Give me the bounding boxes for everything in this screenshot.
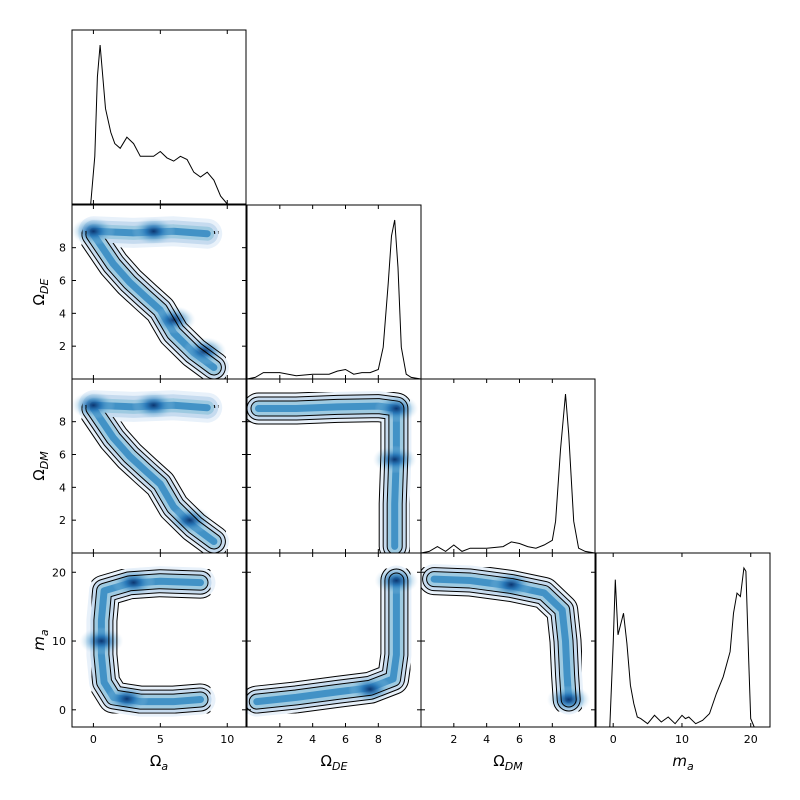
- x-tick-label-2-2: 2: [450, 733, 457, 746]
- y-tick-label-3-0: 0: [59, 704, 66, 717]
- density-panel-5: [421, 563, 591, 716]
- marginal-curve-2: [420, 393, 596, 554]
- contour-line-1-2-1: [85, 400, 222, 550]
- marginal-curve-0: [90, 44, 228, 205]
- x-axis-label-0: Ωa: [150, 752, 168, 773]
- x-tick-label-2-6: 6: [516, 733, 523, 746]
- y-tick-label-3-20: 20: [52, 566, 66, 579]
- y-tick-label-1-4: 4: [59, 307, 66, 320]
- y-tick-label-1-2: 2: [59, 340, 66, 353]
- marginal-panel-0: [90, 44, 228, 205]
- panel-frame-0-0: [71, 29, 247, 205]
- panel-frame-3-0: [71, 552, 247, 728]
- y-tick-label-1-6: 6: [59, 275, 66, 288]
- x-tick-label-0-0: 0: [90, 733, 97, 746]
- x-axis-label-2: ΩDM: [493, 752, 523, 773]
- contour-line-4-2-0: [248, 572, 405, 710]
- marginal-curve-3: [609, 566, 770, 728]
- y-axis-label-2: ΩDM: [30, 451, 51, 481]
- panel-frame-1-1: [246, 204, 422, 380]
- contour-line-3-2-0: [93, 573, 209, 710]
- marginal-panel-3: [609, 566, 770, 728]
- contour-line-2-0-0: [247, 390, 413, 553]
- x-tick-label-1-8: 8: [375, 733, 382, 746]
- contour-line-5-2-0: [426, 571, 577, 708]
- x-tick-label-1-4: 4: [309, 733, 316, 746]
- density-panel-2: [247, 390, 419, 553]
- contour-line-2-2-0: [250, 398, 405, 553]
- density-band-2-0-0: [247, 391, 412, 553]
- x-axis-label-1: ΩDE: [321, 752, 348, 773]
- x-axis-label-3: ma: [672, 752, 694, 773]
- x-tick-label-2-8: 8: [549, 733, 556, 746]
- x-tick-label-3-10: 10: [675, 733, 689, 746]
- density-panel-1: [72, 389, 230, 553]
- x-tick-label-3-20: 20: [744, 733, 758, 746]
- x-tick-label-0-5: 5: [157, 733, 164, 746]
- panel-frame-2-2: [420, 378, 596, 554]
- marginal-curve-1: [246, 219, 422, 380]
- y-tick-label-2-6: 6: [59, 449, 66, 462]
- y-tick-label-1-8: 8: [59, 242, 66, 255]
- x-tick-label-0-10: 10: [220, 733, 234, 746]
- contour-line-0-2-0: [85, 223, 216, 242]
- y-tick-label-2-4: 4: [59, 481, 66, 494]
- density-panel-4: [247, 564, 419, 718]
- marginal-panel-2: [420, 393, 596, 554]
- density-band-2-1-0: [247, 395, 408, 553]
- x-tick-label-3-0: 0: [610, 733, 617, 746]
- y-axis-label-3: ma: [30, 629, 51, 651]
- panel-frame-3-3: [595, 552, 771, 728]
- density-panel-0: [72, 215, 230, 379]
- y-tick-label-3-10: 10: [52, 635, 66, 648]
- x-tick-label-2-4: 4: [483, 733, 490, 746]
- contour-line-1-2-0: [85, 397, 216, 416]
- x-tick-label-1-6: 6: [342, 733, 349, 746]
- contour-line-2-1-0: [247, 394, 409, 553]
- y-axis-label-1: ΩDE: [30, 279, 51, 306]
- y-tick-label-2-8: 8: [59, 416, 66, 429]
- x-tick-label-1-2: 2: [276, 733, 283, 746]
- density-band-2-3-0: [255, 402, 400, 550]
- y-tick-label-2-2: 2: [59, 514, 66, 527]
- marginal-panel-1: [246, 219, 422, 380]
- density-panel-3: [79, 565, 217, 718]
- panel-frame-3-2: [420, 552, 596, 728]
- contour-line-0-2-1: [85, 226, 222, 376]
- density-band-2-2-0: [251, 399, 404, 553]
